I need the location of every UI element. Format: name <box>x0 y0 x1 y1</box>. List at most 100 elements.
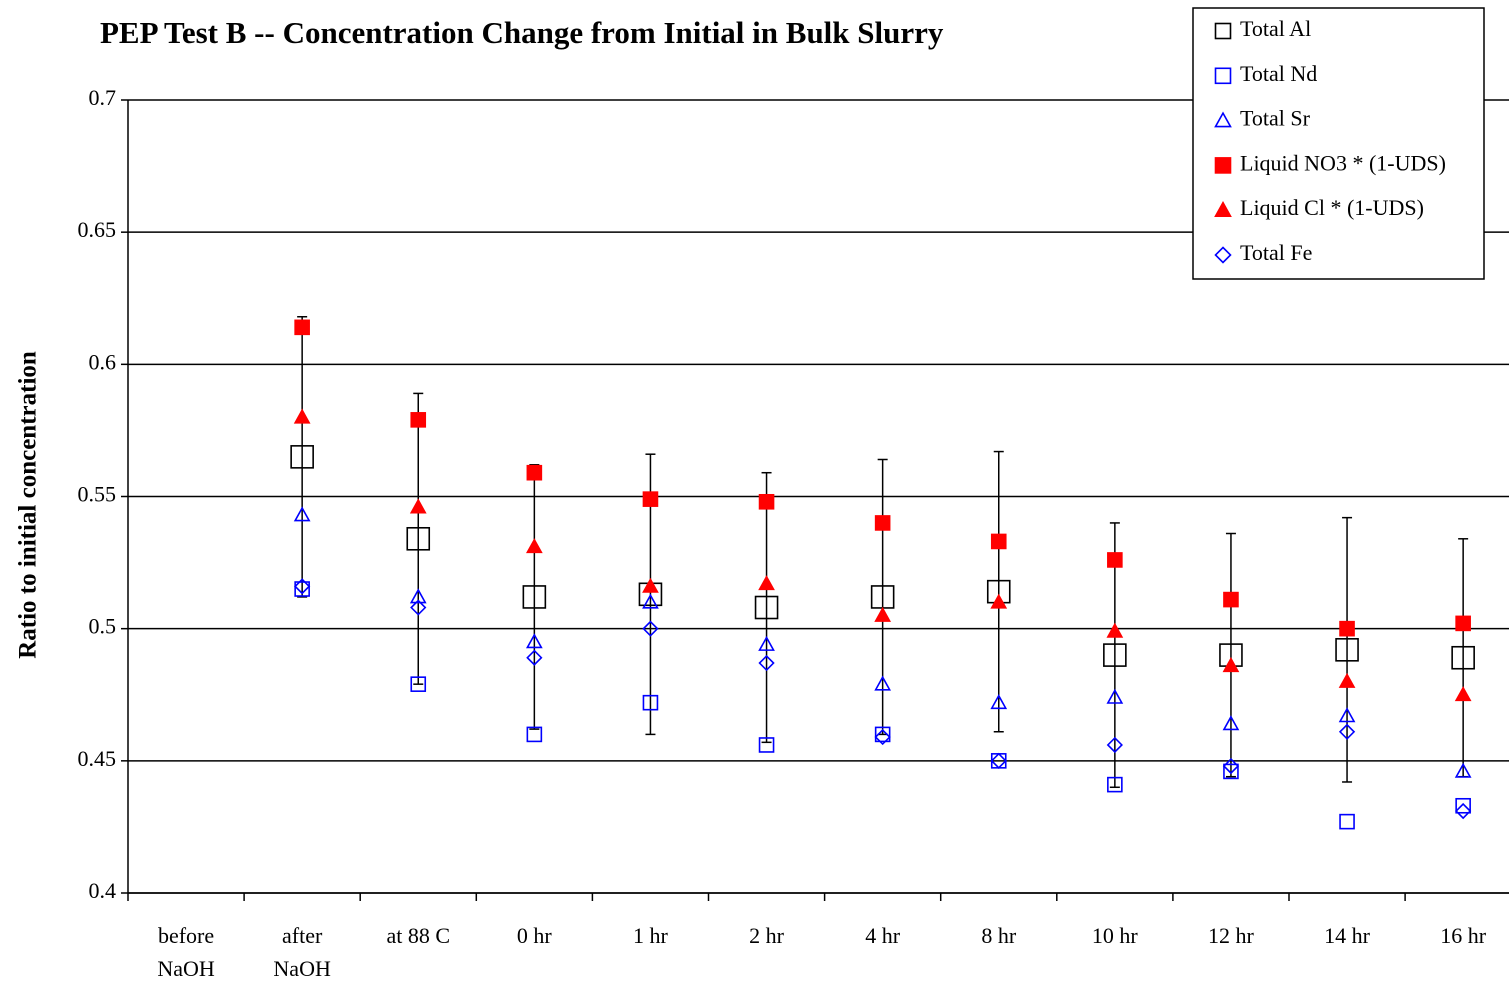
marker <box>1107 776 1123 793</box>
error-bar <box>1225 532 1236 778</box>
error-bar <box>297 316 308 598</box>
marker <box>874 515 891 531</box>
marker <box>410 412 427 428</box>
marker <box>1339 813 1355 830</box>
marker <box>642 593 659 609</box>
marker <box>1335 638 1359 662</box>
y-axis-label: Ratio to initial concentration <box>15 351 42 659</box>
y-tick-label: 0.5 <box>89 614 117 639</box>
marker <box>1214 22 1232 40</box>
marker <box>1455 802 1472 820</box>
marker <box>1455 615 1471 632</box>
error-bar <box>877 458 888 736</box>
marker <box>525 633 543 649</box>
marker <box>1339 620 1355 637</box>
x-tick-label: 8 hr <box>981 923 1017 948</box>
marker <box>526 726 543 743</box>
marker <box>642 694 659 711</box>
legend-label: Total Nd <box>1240 61 1317 86</box>
x-tick-label: after NaOH <box>273 923 331 981</box>
marker <box>1103 643 1127 667</box>
marker <box>294 581 310 597</box>
marker <box>1454 762 1472 778</box>
error-bar <box>761 471 772 744</box>
marker <box>1106 622 1124 638</box>
marker <box>410 599 427 616</box>
marker <box>290 445 314 469</box>
marker <box>410 676 427 692</box>
marker <box>990 593 1008 609</box>
marker <box>1106 688 1124 704</box>
marker <box>874 728 891 746</box>
x-tick-label: 16 hr <box>1440 923 1487 948</box>
legend-label: Liquid Cl * (1-UDS) <box>1240 195 1424 220</box>
error-bar <box>529 464 540 730</box>
legend-label: Total Sr <box>1240 106 1311 131</box>
x-tick-label: 4 hr <box>865 923 901 948</box>
marker <box>758 635 775 651</box>
marker <box>522 585 547 609</box>
x-tick-label: 1 hr <box>633 923 668 948</box>
marker <box>1107 552 1123 568</box>
marker <box>294 319 310 336</box>
x-tick-label: 14 hr <box>1324 923 1370 948</box>
x-tick-label: 2 hr <box>749 923 784 948</box>
legend-box <box>1192 7 1485 280</box>
marker <box>1223 591 1239 608</box>
legend-label: Total Fe <box>1240 240 1312 265</box>
x-tick-label: 12 hr <box>1208 923 1254 948</box>
marker <box>1214 246 1232 264</box>
marker <box>1338 672 1356 688</box>
chart-title: PEP Test B -- Concentration Change from … <box>100 15 944 50</box>
marker <box>642 491 659 507</box>
y-tick-label: 0.4 <box>89 878 117 903</box>
legend-label: Liquid NO3 * (1-UDS) <box>1240 150 1446 175</box>
marker <box>754 595 779 620</box>
marker <box>1214 111 1232 128</box>
y-tick-label: 0.6 <box>89 349 117 374</box>
marker <box>1106 736 1123 754</box>
marker <box>406 526 431 551</box>
legend-label: Total Al <box>1240 16 1311 41</box>
x-tick-label: at 88 C <box>386 923 451 948</box>
marker <box>526 649 543 666</box>
marker <box>758 575 775 591</box>
error-bar <box>413 392 424 685</box>
marker <box>1454 686 1472 702</box>
x-tick-label: before NaOH <box>157 923 215 981</box>
marker <box>409 498 427 514</box>
marker <box>874 726 891 743</box>
marker <box>525 538 543 554</box>
marker <box>1214 67 1232 85</box>
marker <box>293 506 311 522</box>
marker <box>758 493 775 510</box>
error-bar <box>1458 538 1469 778</box>
error-bar <box>993 450 1004 733</box>
marker <box>1214 157 1232 174</box>
marker <box>1223 763 1239 780</box>
marker <box>642 577 659 593</box>
y-tick-label: 0.7 <box>89 85 117 110</box>
marker <box>990 752 1007 769</box>
marker <box>409 588 427 604</box>
marker <box>526 464 543 481</box>
y-tick-label: 0.65 <box>78 217 117 242</box>
marker <box>758 654 775 672</box>
marker <box>294 578 311 595</box>
marker <box>1455 797 1471 814</box>
x-tick-label: 10 hr <box>1091 923 1138 948</box>
marker <box>293 408 311 424</box>
x-tick-label: 0 hr <box>516 923 552 948</box>
marker <box>1338 707 1356 723</box>
marker <box>758 737 775 753</box>
marker <box>1214 201 1232 217</box>
y-tick-label: 0.55 <box>78 482 117 507</box>
marker <box>1338 723 1356 740</box>
marker <box>874 675 892 691</box>
error-bar <box>1342 516 1353 783</box>
y-tick-label: 0.45 <box>78 746 117 771</box>
marker <box>990 694 1008 710</box>
marker <box>1222 657 1240 673</box>
